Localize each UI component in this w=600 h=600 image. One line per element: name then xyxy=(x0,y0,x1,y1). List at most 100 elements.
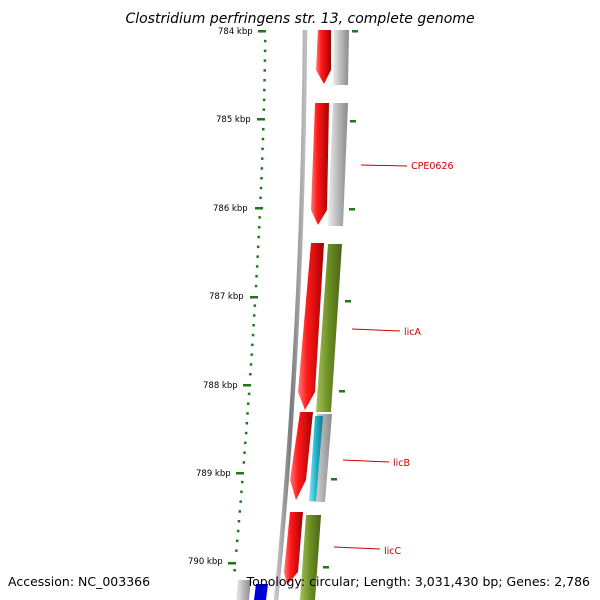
major-tick-marks xyxy=(228,30,358,569)
accession-text: Accession: NC_003366 xyxy=(8,574,150,589)
gene-block-gray[interactable] xyxy=(328,103,348,226)
minor-tick xyxy=(253,314,256,317)
minor-tick xyxy=(261,147,264,151)
scale-labels: 784 kbp 785 kbp 786 kbp 787 kbp 788 kbp … xyxy=(188,27,253,567)
minor-tick xyxy=(260,167,264,170)
feature-tick xyxy=(352,30,358,33)
minor-tick xyxy=(259,186,263,190)
major-tick xyxy=(258,30,266,33)
gene-block-teal[interactable] xyxy=(309,416,323,501)
minor-tick xyxy=(247,402,250,405)
minor-tick xyxy=(233,569,236,572)
gene-arrow[interactable] xyxy=(316,30,331,84)
scale-label-787: 787 kbp xyxy=(209,292,244,302)
minor-tick xyxy=(262,128,265,131)
scale-label-789: 789 kbp xyxy=(196,469,231,479)
feature-tick xyxy=(345,300,351,303)
gene-block-olive[interactable] xyxy=(300,515,321,600)
gene-block-gray[interactable] xyxy=(333,30,349,85)
minor-tick xyxy=(263,49,267,53)
scale-label-786: 786 kbp xyxy=(213,204,248,214)
forward-features xyxy=(284,30,331,585)
gene-labels: CPE0626 licA licB licC xyxy=(333,161,454,557)
minor-tick xyxy=(238,510,241,513)
minor-tick xyxy=(249,363,253,366)
minor-tick xyxy=(260,177,263,180)
minor-tick xyxy=(251,343,254,347)
gene-label-licb[interactable]: licB xyxy=(393,458,410,469)
gene-arrow[interactable] xyxy=(311,103,329,225)
minor-tick xyxy=(242,461,246,464)
feature-tick xyxy=(339,390,345,393)
minor-tick xyxy=(261,137,265,141)
minor-tick xyxy=(263,79,266,82)
minor-tick xyxy=(237,520,241,523)
minor-tick xyxy=(255,275,258,278)
minor-tick xyxy=(239,500,242,503)
label-leader-line xyxy=(333,546,381,550)
minor-tick xyxy=(257,226,261,229)
label-leader-line xyxy=(342,459,390,463)
major-tick xyxy=(255,207,263,210)
minor-tick xyxy=(261,157,264,160)
minor-tick xyxy=(236,539,239,543)
minor-tick xyxy=(253,304,257,307)
minor-tick-marks xyxy=(233,39,267,572)
minor-tick xyxy=(263,39,267,43)
minor-tick xyxy=(262,98,266,102)
major-tick xyxy=(228,562,236,565)
major-tick xyxy=(257,118,265,121)
minor-tick xyxy=(246,412,249,415)
minor-tick xyxy=(235,549,238,552)
feature-tick xyxy=(350,120,356,123)
gene-arrow[interactable] xyxy=(298,243,324,410)
minor-tick xyxy=(257,235,260,239)
minor-tick xyxy=(250,353,253,356)
minor-tick xyxy=(263,88,266,92)
feature-tick xyxy=(331,478,337,481)
gene-label-lica[interactable]: licA xyxy=(404,327,422,338)
minor-tick xyxy=(244,441,247,445)
gene-arrow[interactable] xyxy=(284,512,303,585)
minor-tick xyxy=(241,480,244,484)
minor-tick xyxy=(244,431,248,435)
gene-block-blue[interactable] xyxy=(254,584,268,600)
genome-backbone xyxy=(273,29,308,600)
minor-tick xyxy=(262,108,266,111)
minor-tick xyxy=(245,422,249,425)
minor-tick xyxy=(258,216,261,219)
minor-tick xyxy=(236,529,240,533)
label-leader-line xyxy=(351,328,401,332)
minor-tick xyxy=(247,392,251,396)
minor-tick xyxy=(256,245,260,249)
gene-label-licc[interactable]: licC xyxy=(384,546,402,557)
label-leader-line xyxy=(360,164,408,167)
minor-tick xyxy=(263,59,267,62)
scale-label-788: 788 kbp xyxy=(203,381,238,391)
minor-tick xyxy=(255,265,259,268)
feature-tick xyxy=(349,208,355,211)
genome-summary-text: Topology: circular; Length: 3,031,430 bp… xyxy=(246,574,590,589)
feature-tick xyxy=(323,566,329,569)
gene-label-cpe0626[interactable]: CPE0626 xyxy=(411,161,454,172)
major-tick xyxy=(250,296,258,299)
minor-tick xyxy=(243,451,246,454)
gene-block-olive[interactable] xyxy=(316,244,342,412)
scale-label-784: 784 kbp xyxy=(218,27,253,37)
minor-tick xyxy=(240,490,243,494)
minor-tick xyxy=(249,373,252,376)
reverse-features xyxy=(236,30,349,600)
minor-tick xyxy=(254,284,258,288)
minor-tick xyxy=(259,196,262,200)
minor-tick xyxy=(251,333,255,337)
gene-block-gray[interactable] xyxy=(236,580,251,600)
minor-tick xyxy=(263,69,266,72)
minor-tick xyxy=(256,255,259,258)
scale-label-790: 790 kbp xyxy=(188,557,223,567)
major-tick xyxy=(243,384,251,387)
gene-arrow[interactable] xyxy=(290,412,313,500)
map-title: Clostridium perfringens str. 13, complet… xyxy=(125,11,474,27)
scale-label-785: 785 kbp xyxy=(216,115,251,125)
major-tick xyxy=(236,472,244,475)
